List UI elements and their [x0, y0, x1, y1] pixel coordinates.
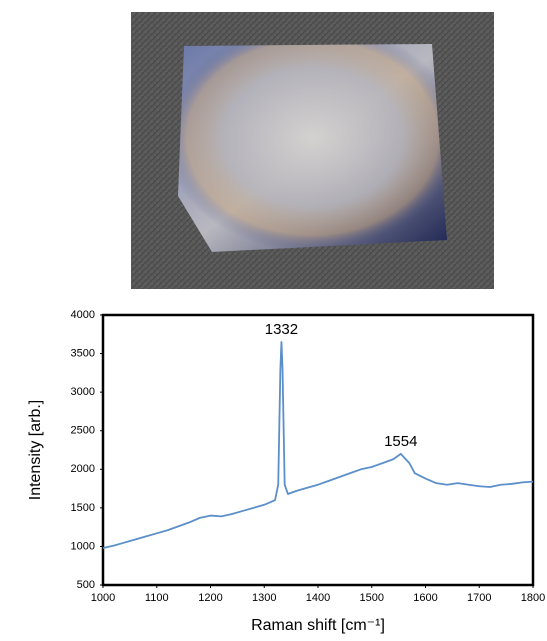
x-tick-label: 1400	[306, 592, 330, 604]
y-axis-label: Intensity [arb.]	[27, 400, 44, 501]
y-tick-label: 500	[77, 579, 95, 591]
peak-label: 1554	[384, 433, 417, 450]
y-tick-label: 3000	[71, 386, 95, 398]
y-tick-label: 1000	[71, 540, 95, 552]
x-tick-label: 1100	[145, 592, 169, 604]
page: {"chart_data": {"type": "line", "x_label…	[0, 0, 547, 636]
y-tick-label: 1500	[71, 502, 95, 514]
y-tick-label: 3500	[71, 347, 95, 359]
x-tick-label: 1200	[198, 592, 222, 604]
y-tick-label: 4000	[71, 309, 95, 321]
x-tick-label: 1800	[521, 592, 545, 604]
y-tick-label: 2000	[71, 463, 95, 475]
x-tick-label: 1600	[413, 592, 437, 604]
plot-frame	[103, 315, 533, 585]
x-tick-label: 1300	[252, 592, 276, 604]
sample-photo	[131, 12, 494, 289]
x-tick-label: 1500	[360, 592, 384, 604]
x-tick-label: 1000	[91, 592, 115, 604]
peak-label: 1332	[265, 321, 298, 338]
spectrum-line	[103, 342, 533, 548]
y-tick-label: 2500	[71, 425, 95, 437]
x-tick-label: 1700	[467, 592, 491, 604]
figure: Raman shift [cm⁻¹] Intensity [arb.] 5001…	[0, 0, 547, 636]
x-axis-label: Raman shift [cm⁻¹]	[251, 617, 385, 634]
